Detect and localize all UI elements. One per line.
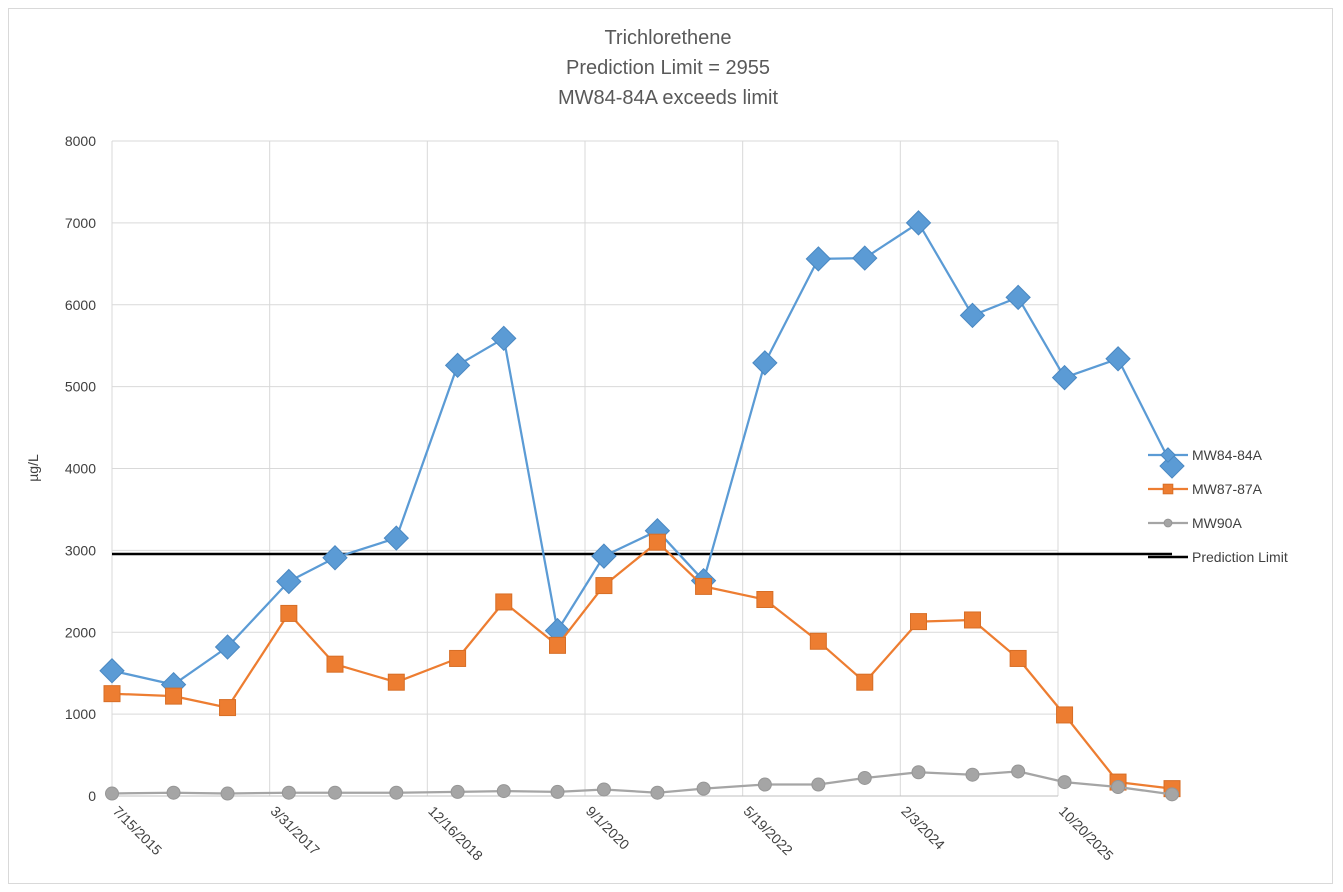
point-mw90a-4 [328,785,343,800]
legend-label-0: MW84-84A [1192,447,1263,463]
point-mw87-87a-0 [103,685,121,703]
point-mw87-87a-18 [1056,706,1074,724]
point-mw84-84a-9 [591,543,617,569]
point-mw87-87a-17 [1009,649,1027,667]
point-mw90a-20 [1165,787,1180,802]
legend-marker-2 [1163,518,1173,528]
point-mw84-84a-17 [1005,284,1031,311]
point-mw84-84a-7 [491,325,517,352]
x-tick-label-0: 7/15/2015 [110,803,166,859]
legend-item-2: MW90A [1148,515,1242,531]
series-mw87-87a [103,533,1181,798]
point-mw87-87a-7 [495,593,513,611]
point-mw84-84a-0 [99,658,125,684]
title-line-2: Prediction Limit = 2955 [566,57,770,79]
legend-marker-0 [1160,447,1176,463]
legend-label-2: MW90A [1192,515,1242,531]
point-mw90a-19 [1111,779,1126,794]
point-mw90a-7 [496,784,511,799]
series-mw90a [105,764,1180,802]
legend-label-1: MW87-87A [1192,481,1263,497]
point-mw90a-1 [166,785,181,800]
point-mw87-87a-10 [648,533,666,551]
point-mw84-84a-13 [805,246,832,272]
point-mw84-84a-15 [905,210,932,236]
y-axis-title: µg/L [25,454,41,482]
point-mw90a-16 [965,767,980,782]
point-mw90a-13 [811,777,826,792]
point-mw90a-5 [389,785,404,800]
x-tick-label-6: 10/20/2025 [1056,803,1117,864]
point-mw90a-0 [105,786,119,801]
chart-frame [8,8,1333,884]
point-mw87-87a-9 [595,577,613,595]
data-series [99,210,1185,802]
legend-marker-1 [1162,483,1174,495]
y-axis-tick-labels: 0 1000 2000 3000 4000 5000 6000 7000 8000 [65,133,96,804]
y-tick-label-3: 3000 [65,542,96,558]
point-mw87-87a-13 [809,632,827,650]
legend-item-3: Prediction Limit [1148,549,1288,565]
y-tick-label-0: 0 [88,788,96,804]
gridlines [111,140,1059,797]
legend: MW84-84A MW87-87A MW90A Prediction Limit [1148,447,1288,565]
point-mw90a-2 [220,786,235,801]
point-mw84-84a-19 [1105,346,1131,372]
point-mw87-87a-6 [449,649,467,667]
point-mw84-84a-4 [322,545,348,571]
point-mw87-87a-8 [549,636,567,654]
point-mw87-87a-1 [165,687,183,705]
y-tick-label-7: 7000 [65,215,96,231]
x-tick-label-2: 12/16/2018 [425,803,486,864]
point-mw90a-3 [281,785,296,800]
point-mw84-84a-5 [383,525,410,551]
legend-item-1: MW87-87A [1148,481,1263,497]
point-mw90a-15 [911,765,926,780]
x-tick-label-5: 2/3/2024 [898,803,948,853]
point-mw90a-10 [650,785,665,800]
point-mw84-84a-14 [852,245,878,271]
chart-title: Trichlorethene Prediction Limit = 2955 M… [558,27,779,109]
series-mw84-84a [99,210,1185,698]
point-mw84-84a-16 [959,302,986,329]
point-mw84-84a-3 [276,568,302,595]
point-mw87-87a-14 [856,673,874,691]
y-tick-label-5: 5000 [65,379,96,395]
y-tick-label-4: 4000 [65,461,96,477]
point-mw90a-17 [1011,764,1026,779]
x-tick-label-1: 3/31/2017 [268,803,324,859]
point-mw84-84a-12 [752,350,778,376]
y-tick-label-6: 6000 [65,297,96,313]
point-mw90a-9 [596,782,611,797]
point-mw87-87a-15 [909,613,927,631]
point-mw87-87a-2 [219,699,237,717]
point-mw90a-14 [857,770,872,785]
point-mw87-87a-12 [756,591,774,608]
point-mw87-87a-4 [326,655,344,673]
point-mw90a-11 [696,781,711,796]
point-mw84-84a-6 [444,352,471,379]
point-mw90a-18 [1057,775,1072,790]
point-mw87-87a-11 [695,577,713,595]
title-line-1: Trichlorethene [604,27,731,49]
y-tick-label-1: 1000 [65,706,96,722]
point-mw90a-8 [550,784,565,799]
point-mw87-87a-3 [280,604,298,622]
point-mw87-87a-16 [963,611,981,629]
point-mw90a-6 [450,784,465,799]
x-tick-label-3: 9/1/2020 [583,803,633,853]
legend-label-3: Prediction Limit [1192,549,1288,565]
point-mw84-84a-18 [1051,364,1078,391]
y-tick-label-2: 2000 [65,624,96,640]
x-axis-tick-labels: 7/15/2015 3/31/2017 12/16/2018 9/1/2020 5/19… [110,803,1117,864]
title-line-3: MW84-84A exceeds limit [558,87,779,109]
legend-item-0: MW84-84A [1148,447,1263,463]
y-tick-label-8: 8000 [65,133,96,149]
point-mw87-87a-5 [387,673,405,691]
point-mw84-84a-2 [214,634,241,660]
point-mw90a-12 [757,777,772,792]
x-tick-label-4: 5/19/2022 [741,803,797,859]
